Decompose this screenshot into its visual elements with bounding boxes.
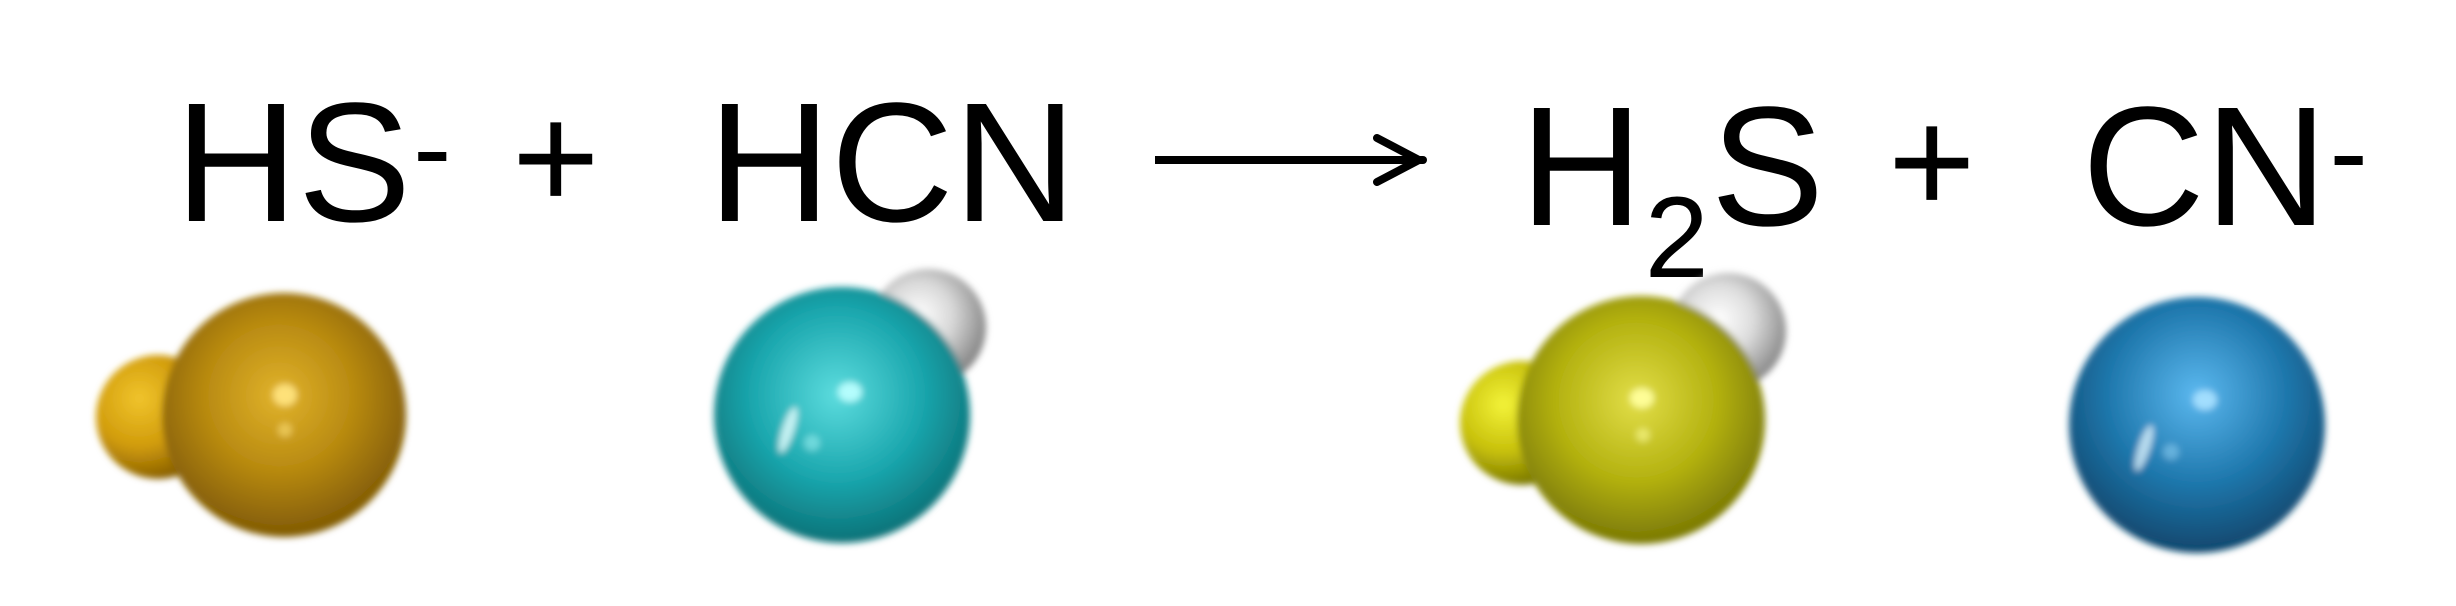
h2s-molecule-model [1460, 273, 1786, 544]
hs-sulfur-atom [162, 293, 406, 537]
hcn-molecule-model [714, 269, 986, 543]
cn-ion-sphere [2069, 297, 2325, 553]
hcn-carbon-atom [714, 287, 970, 543]
cn-minus-molecule-model [2069, 297, 2325, 553]
reaction-arrow [1155, 134, 1427, 186]
plus-sign-2: + [1888, 77, 1976, 245]
formula-h2s-subscript: 2 [1644, 174, 1709, 302]
formula-h2s-h: H [1520, 72, 1643, 262]
formula-cn-minus: CN- [2082, 82, 2368, 252]
formula-h2s-s: S [1710, 72, 1825, 262]
formula-cn-charge: - [2329, 88, 2368, 216]
h2s-sulfur-atom [1517, 296, 1765, 544]
formula-hs-minus: HS- [175, 78, 451, 248]
formula-hcn: HCN [708, 68, 1077, 258]
formula-hs-base: HS [175, 68, 412, 258]
plus-sign-1: + [512, 73, 600, 241]
formula-h2s: H2S [1520, 82, 1824, 296]
formula-hs-charge: - [413, 84, 452, 212]
hs-minus-molecule-model [96, 293, 406, 537]
formula-cn-base: CN [2082, 72, 2328, 262]
